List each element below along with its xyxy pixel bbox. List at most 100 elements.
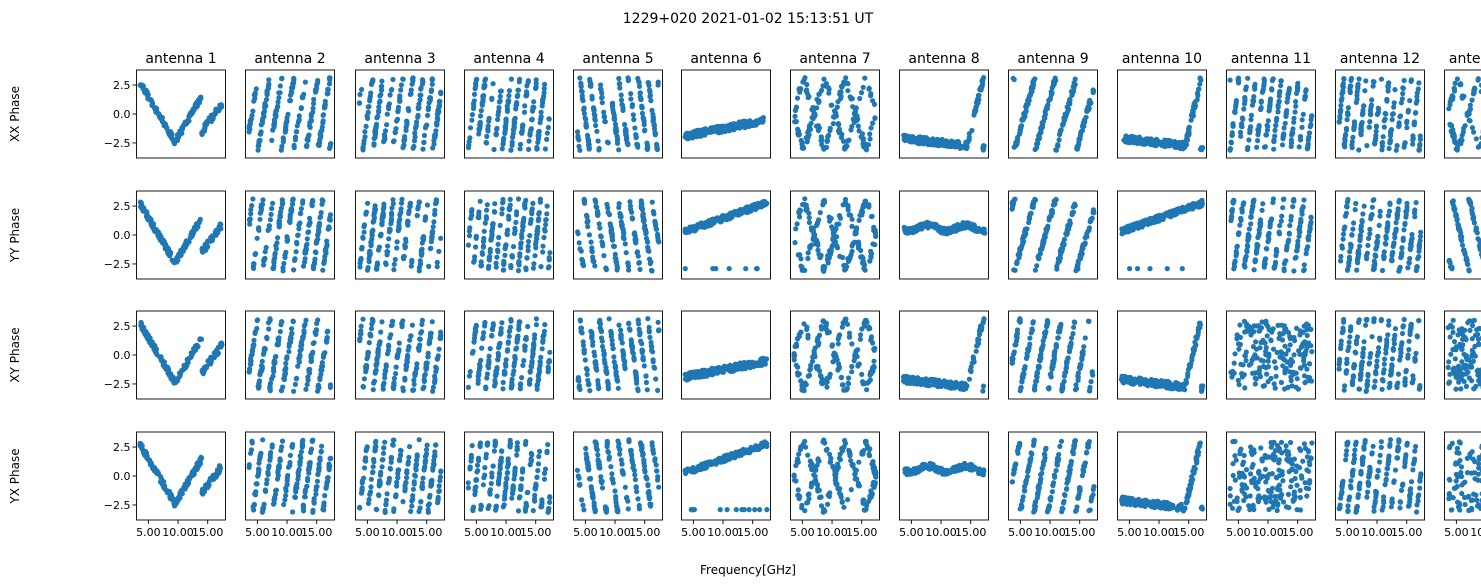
data-point bbox=[304, 142, 310, 148]
data-point bbox=[1348, 244, 1354, 250]
data-point bbox=[1409, 235, 1415, 241]
data-point bbox=[1143, 219, 1149, 225]
data-point bbox=[817, 210, 823, 216]
data-point bbox=[365, 104, 371, 110]
data-point bbox=[540, 243, 546, 249]
data-point bbox=[601, 109, 607, 115]
data-point bbox=[1264, 127, 1270, 133]
data-point bbox=[1032, 267, 1038, 273]
data-point bbox=[296, 226, 302, 232]
data-point bbox=[1354, 267, 1360, 273]
data-point bbox=[690, 133, 696, 139]
data-point bbox=[868, 125, 874, 131]
data-point bbox=[1276, 231, 1283, 237]
data-point bbox=[1367, 119, 1373, 125]
data-point bbox=[414, 212, 420, 219]
data-point bbox=[867, 258, 873, 264]
data-point bbox=[521, 109, 528, 115]
data-point bbox=[1238, 133, 1244, 139]
data-point bbox=[1375, 109, 1381, 115]
data-point bbox=[397, 95, 403, 102]
panel bbox=[1117, 190, 1207, 280]
data-point bbox=[1305, 137, 1311, 143]
data-point bbox=[1413, 100, 1419, 106]
data-point bbox=[375, 113, 381, 119]
panel bbox=[245, 190, 335, 280]
data-point bbox=[861, 143, 867, 149]
data-point bbox=[400, 76, 406, 82]
data-point bbox=[1124, 223, 1131, 230]
data-point bbox=[1227, 146, 1233, 152]
data-point bbox=[1407, 255, 1413, 262]
data-point bbox=[383, 260, 389, 266]
data-point bbox=[401, 256, 407, 262]
data-point bbox=[1471, 89, 1477, 95]
data-point bbox=[1272, 260, 1279, 266]
data-point bbox=[1085, 107, 1091, 113]
data-point bbox=[976, 92, 982, 99]
data-point bbox=[1292, 109, 1298, 115]
data-point bbox=[510, 131, 516, 137]
data-point bbox=[1296, 144, 1302, 150]
data-point bbox=[1255, 138, 1261, 144]
data-point bbox=[799, 144, 806, 151]
data-point bbox=[1288, 143, 1294, 150]
data-point bbox=[622, 121, 628, 128]
data-point bbox=[1194, 90, 1201, 96]
data-point bbox=[820, 198, 827, 205]
panel-title: antenna 6 bbox=[690, 51, 761, 67]
data-point bbox=[845, 207, 851, 213]
data-point bbox=[948, 140, 954, 146]
data-point bbox=[386, 236, 392, 242]
data-point bbox=[515, 268, 522, 274]
data-point bbox=[653, 130, 659, 137]
data-point bbox=[1381, 124, 1387, 130]
data-point bbox=[1134, 220, 1140, 226]
data-point bbox=[312, 249, 318, 255]
data-point bbox=[515, 92, 521, 98]
data-point bbox=[499, 211, 505, 217]
data-point bbox=[1020, 117, 1026, 123]
data-point bbox=[504, 232, 510, 238]
data-point bbox=[613, 256, 619, 262]
data-point bbox=[1405, 109, 1411, 115]
data-point bbox=[469, 112, 475, 118]
data-point bbox=[613, 125, 619, 131]
data-point bbox=[486, 257, 492, 263]
data-point bbox=[1036, 256, 1042, 262]
y-axis-label: XX Phase bbox=[8, 86, 22, 142]
data-point bbox=[576, 137, 582, 143]
panel-title: antenna 11 bbox=[1231, 51, 1311, 67]
data-point bbox=[506, 98, 512, 104]
data-point bbox=[377, 93, 383, 99]
data-point bbox=[1291, 268, 1297, 274]
data-point bbox=[267, 217, 273, 223]
data-point bbox=[616, 75, 622, 82]
data-point bbox=[530, 265, 537, 271]
data-point bbox=[796, 86, 802, 92]
data-point bbox=[954, 222, 961, 228]
data-point bbox=[872, 227, 878, 233]
data-point bbox=[1393, 147, 1399, 153]
data-point bbox=[283, 127, 289, 133]
data-point bbox=[866, 85, 872, 91]
data-point bbox=[356, 100, 363, 106]
data-point bbox=[741, 123, 747, 130]
data-point bbox=[1042, 115, 1048, 121]
axes-frame bbox=[355, 69, 445, 159]
data-point bbox=[261, 108, 268, 114]
data-point bbox=[1014, 139, 1021, 145]
data-point bbox=[541, 234, 547, 241]
data-point bbox=[1383, 111, 1389, 117]
data-point bbox=[526, 146, 532, 152]
data-point bbox=[1264, 246, 1270, 252]
data-point bbox=[384, 111, 390, 117]
data-point bbox=[598, 86, 604, 93]
data-point bbox=[421, 139, 427, 146]
data-point bbox=[803, 135, 809, 141]
data-point bbox=[1379, 267, 1386, 274]
data-point bbox=[391, 138, 397, 144]
data-point bbox=[636, 80, 642, 86]
data-point bbox=[580, 263, 587, 269]
